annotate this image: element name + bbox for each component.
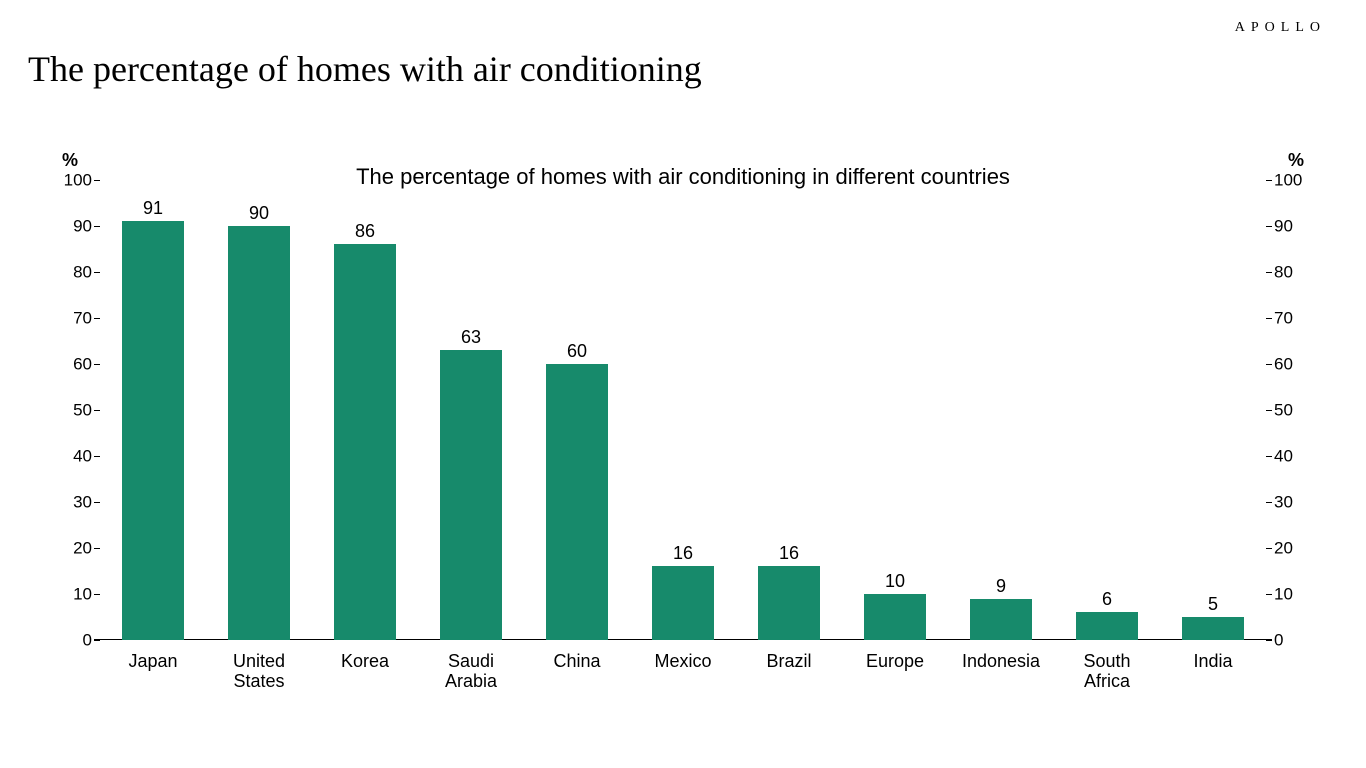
x-axis-label: Europe (842, 651, 948, 692)
bar (1076, 612, 1137, 640)
chart-container: The percentage of homes with air conditi… (50, 150, 1316, 710)
x-axis-label: Japan (100, 651, 206, 692)
y-tick-label-right: 100 (1274, 172, 1310, 189)
bar (758, 566, 819, 640)
y-tick-mark-right (1266, 594, 1272, 595)
bar-slot: 10 (842, 180, 948, 640)
bar (122, 221, 183, 640)
y-tick-label-left: 0 (56, 632, 92, 649)
y-axis-unit-left: % (62, 150, 78, 171)
bar-slot: 90 (206, 180, 312, 640)
y-tick-mark-left (94, 640, 100, 641)
bar (970, 599, 1031, 640)
bar-value-label: 63 (461, 328, 481, 346)
bar-value-label: 86 (355, 222, 375, 240)
bars-group: 91 90 86 63 60 16 16 10 9 6 5 (100, 180, 1266, 640)
y-tick-label-right: 40 (1274, 448, 1310, 465)
bar-value-label: 16 (673, 544, 693, 562)
x-axis-labels: JapanUnitedStatesKoreaSaudiArabiaChinaMe… (100, 651, 1266, 692)
y-tick-label-left: 30 (56, 494, 92, 511)
y-tick-mark-right (1266, 364, 1272, 365)
bar (228, 226, 289, 640)
y-tick-mark-right (1266, 226, 1272, 227)
y-tick-label-right: 60 (1274, 356, 1310, 373)
y-tick-mark-right (1266, 640, 1272, 641)
y-tick-label-left: 70 (56, 310, 92, 327)
x-axis-label: Brazil (736, 651, 842, 692)
bar-value-label: 9 (996, 577, 1006, 595)
y-axis-unit-right: % (1288, 150, 1304, 171)
bar (440, 350, 501, 640)
y-tick-label-right: 30 (1274, 494, 1310, 511)
y-tick-mark-left (94, 548, 100, 549)
y-tick-label-left: 10 (56, 586, 92, 603)
brand-logo-text: APOLLO (1235, 20, 1326, 36)
bar-slot: 5 (1160, 180, 1266, 640)
y-tick-mark-left (94, 226, 100, 227)
bar (1182, 617, 1243, 640)
x-axis-label: Korea (312, 651, 418, 692)
y-tick-label-right: 20 (1274, 540, 1310, 557)
bar (546, 364, 607, 640)
y-tick-mark-right (1266, 548, 1272, 549)
y-tick-mark-left (94, 456, 100, 457)
y-tick-label-right: 0 (1274, 632, 1310, 649)
y-tick-mark-right (1266, 502, 1272, 503)
y-tick-mark-left (94, 272, 100, 273)
y-tick-mark-right (1266, 272, 1272, 273)
y-tick-mark-left (94, 410, 100, 411)
y-tick-label-left: 20 (56, 540, 92, 557)
y-tick-mark-left (94, 594, 100, 595)
y-tick-label-left: 50 (56, 402, 92, 419)
x-axis-label: SouthAfrica (1054, 651, 1160, 692)
y-tick-label-right: 50 (1274, 402, 1310, 419)
x-axis-label: India (1160, 651, 1266, 692)
y-tick-mark-left (94, 180, 100, 181)
bar (864, 594, 925, 640)
bar-slot: 16 (630, 180, 736, 640)
bar-value-label: 90 (249, 204, 269, 222)
bar-slot: 9 (948, 180, 1054, 640)
bar-slot: 63 (418, 180, 524, 640)
x-axis-label: Mexico (630, 651, 736, 692)
y-tick-mark-left (94, 364, 100, 365)
y-tick-label-right: 90 (1274, 218, 1310, 235)
bar-value-label: 6 (1102, 590, 1112, 608)
bar-value-label: 60 (567, 342, 587, 360)
y-tick-mark-left (94, 502, 100, 503)
bar (334, 244, 395, 640)
page: APOLLO The percentage of homes with air … (0, 0, 1366, 768)
bar-value-label: 91 (143, 199, 163, 217)
x-axis-label: UnitedStates (206, 651, 312, 692)
bar-slot: 91 (100, 180, 206, 640)
y-tick-label-left: 90 (56, 218, 92, 235)
y-tick-mark-right (1266, 180, 1272, 181)
y-tick-mark-left (94, 318, 100, 319)
y-tick-mark-right (1266, 318, 1272, 319)
bar-slot: 86 (312, 180, 418, 640)
y-tick-label-right: 10 (1274, 586, 1310, 603)
bar-slot: 60 (524, 180, 630, 640)
y-tick-label-left: 100 (56, 172, 92, 189)
x-axis-label: Indonesia (948, 651, 1054, 692)
x-axis-label: SaudiArabia (418, 651, 524, 692)
bar-value-label: 16 (779, 544, 799, 562)
bar-slot: 16 (736, 180, 842, 640)
bar (652, 566, 713, 640)
page-title: The percentage of homes with air conditi… (28, 48, 702, 90)
y-tick-mark-right (1266, 410, 1272, 411)
y-tick-label-left: 40 (56, 448, 92, 465)
y-tick-label-right: 70 (1274, 310, 1310, 327)
x-axis-label: China (524, 651, 630, 692)
y-tick-label-right: 80 (1274, 264, 1310, 281)
y-tick-label-left: 60 (56, 356, 92, 373)
bar-value-label: 5 (1208, 595, 1218, 613)
y-tick-mark-right (1266, 456, 1272, 457)
chart-plot-area: 9190866360161610965 00101020203030404050… (100, 180, 1266, 640)
bar-value-label: 10 (885, 572, 905, 590)
y-tick-label-left: 80 (56, 264, 92, 281)
bar-slot: 6 (1054, 180, 1160, 640)
